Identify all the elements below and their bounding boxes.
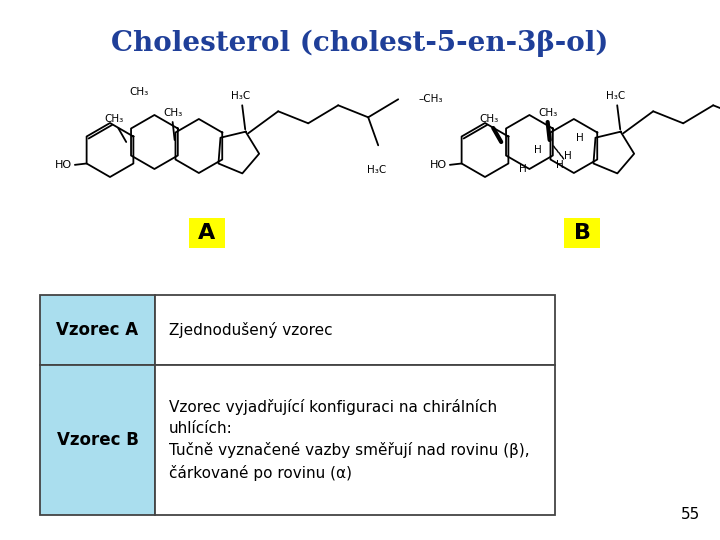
Text: Cholesterol (cholest-5-en-3β-ol): Cholesterol (cholest-5-en-3β-ol) (112, 30, 608, 57)
Text: Vzorec B: Vzorec B (57, 431, 138, 449)
Text: CH₃: CH₃ (130, 87, 149, 97)
Text: A: A (199, 223, 215, 243)
Text: HO: HO (430, 160, 447, 170)
Text: H₃C: H₃C (366, 165, 386, 176)
Bar (155, 365, 555, 515)
Text: H₃C: H₃C (606, 91, 625, 102)
Text: –CH₃: –CH₃ (418, 94, 443, 104)
Text: B: B (574, 223, 590, 243)
Bar (155, 295, 555, 365)
Text: Vzorec vyjadřující konfiguraci na chirálních
uhlících:
Tučně vyznačené vazby smě: Vzorec vyjadřující konfiguraci na chirál… (169, 399, 530, 481)
Text: H: H (576, 133, 584, 143)
Text: CH₃: CH₃ (538, 108, 557, 118)
Text: CH₃: CH₃ (104, 114, 124, 124)
Text: Vzorec A: Vzorec A (56, 321, 138, 339)
Text: Zjednodušený vzorec: Zjednodušený vzorec (169, 322, 333, 338)
Text: HO: HO (55, 160, 72, 170)
Text: CH₃: CH₃ (163, 108, 182, 118)
Text: 55: 55 (680, 507, 700, 522)
Text: H: H (564, 151, 572, 161)
Text: CH₃: CH₃ (480, 114, 499, 124)
Text: H: H (556, 160, 564, 170)
Bar (40, 365, 155, 515)
FancyBboxPatch shape (564, 218, 600, 248)
FancyBboxPatch shape (189, 218, 225, 248)
Text: H: H (519, 164, 527, 174)
Text: H₃C: H₃C (230, 91, 250, 102)
Text: H: H (534, 145, 541, 155)
Bar (40, 295, 155, 365)
